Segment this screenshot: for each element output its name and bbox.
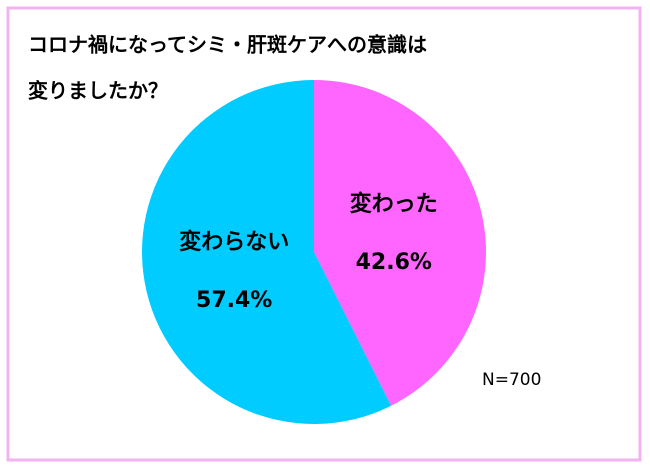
- value-label: 57.4%: [196, 288, 272, 313]
- chart-title: 変りましたか？: [28, 79, 168, 103]
- chart-title: コロナ禍になってシミ・肝斑ケアへの意識は: [28, 33, 427, 57]
- annotation: N=700: [482, 370, 541, 390]
- slice-label: 変わった: [350, 191, 438, 217]
- pie-slice: [314, 80, 486, 406]
- pie-slice: [142, 80, 392, 424]
- value-label: 42.6%: [356, 250, 432, 275]
- slice-label: 変わらない: [179, 229, 289, 255]
